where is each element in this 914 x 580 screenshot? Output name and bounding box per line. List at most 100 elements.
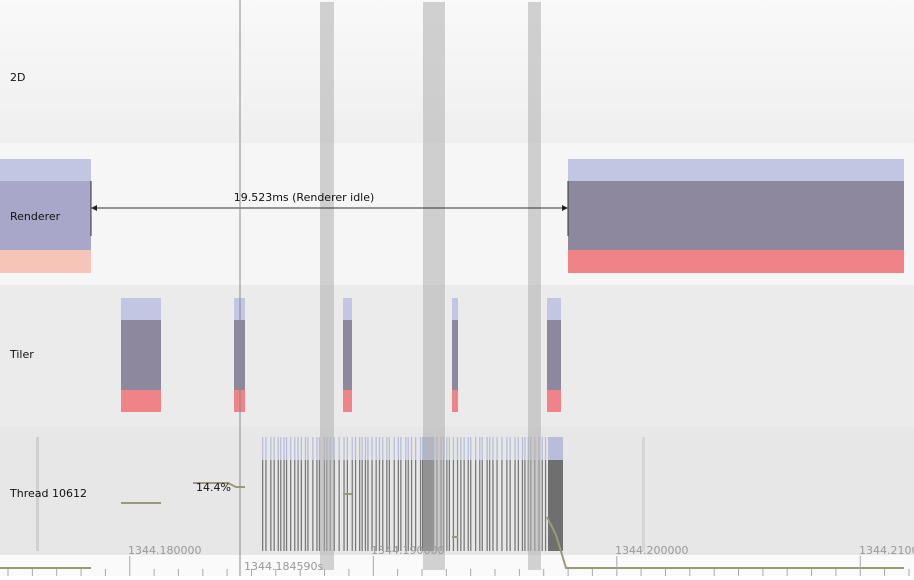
stripe bbox=[307, 460, 309, 551]
tiler-mid bbox=[547, 320, 561, 390]
stripe-top bbox=[283, 437, 285, 460]
stripe bbox=[270, 460, 272, 551]
stripe-top bbox=[300, 437, 302, 460]
stripe-top bbox=[277, 437, 279, 460]
cpu-usage-line bbox=[0, 482, 904, 569]
stripe-top bbox=[492, 437, 494, 460]
stripe bbox=[316, 460, 318, 551]
tiler-bottom bbox=[452, 390, 458, 412]
stripe-top bbox=[307, 437, 309, 460]
stripe-top bbox=[400, 437, 402, 460]
stripe-top bbox=[382, 437, 384, 460]
stripe-top bbox=[496, 437, 498, 460]
tiler-top bbox=[343, 298, 352, 320]
stripe bbox=[452, 460, 455, 551]
stripe bbox=[517, 460, 519, 551]
stripe bbox=[448, 460, 450, 551]
stripe bbox=[481, 460, 483, 551]
tiler-top bbox=[547, 298, 561, 320]
stripe bbox=[393, 460, 395, 551]
idle-label: 19.523ms (Renderer idle) bbox=[234, 191, 375, 204]
stripe-top bbox=[456, 437, 459, 460]
stripe bbox=[354, 460, 357, 551]
stripe bbox=[541, 460, 543, 551]
stripe-top bbox=[343, 437, 345, 460]
stripe-top bbox=[393, 437, 395, 460]
axis-tick-label: 1344.200000 bbox=[615, 544, 688, 557]
stripe-top bbox=[415, 437, 417, 460]
stripe-top bbox=[452, 437, 455, 460]
stripe bbox=[283, 460, 285, 551]
stripe bbox=[521, 460, 524, 551]
stripe-top bbox=[460, 437, 462, 460]
stripe-top bbox=[285, 437, 288, 460]
stripe-top bbox=[470, 437, 472, 460]
stripe bbox=[407, 460, 409, 551]
tiler-bottom bbox=[343, 390, 352, 412]
stripe-top bbox=[541, 437, 543, 460]
stripe-top bbox=[463, 437, 465, 460]
stripe-top bbox=[407, 437, 409, 460]
stripe-top bbox=[371, 437, 373, 460]
stripe-top bbox=[479, 437, 481, 460]
stripe bbox=[509, 460, 511, 551]
cursor-time: 1344.184590s bbox=[244, 560, 323, 573]
stripe bbox=[501, 460, 503, 551]
stripe bbox=[386, 460, 388, 551]
stripe-top bbox=[354, 437, 357, 460]
stripe-top bbox=[346, 437, 348, 460]
stripe-top bbox=[280, 437, 282, 460]
track-label: 2D bbox=[10, 71, 25, 84]
stripe bbox=[375, 460, 377, 551]
tiler-top bbox=[452, 298, 458, 320]
stripe-top bbox=[316, 437, 318, 460]
stripe-top bbox=[270, 437, 272, 460]
axis-tick-label: 1344.180000 bbox=[128, 544, 201, 557]
stripe bbox=[338, 460, 340, 551]
stripe bbox=[496, 460, 498, 551]
stripe-top bbox=[397, 437, 399, 460]
stripe bbox=[446, 460, 448, 551]
stripe bbox=[290, 460, 292, 551]
tiler-mid bbox=[121, 320, 161, 390]
tiler-top bbox=[121, 298, 161, 320]
stripe bbox=[297, 460, 299, 551]
stripe-top bbox=[446, 437, 448, 460]
stripe-top bbox=[351, 437, 353, 460]
stripe bbox=[277, 460, 279, 551]
stripe-top bbox=[378, 437, 381, 460]
stripe bbox=[456, 460, 459, 551]
stripe-top bbox=[297, 437, 299, 460]
stripe bbox=[273, 460, 275, 551]
stripe bbox=[361, 460, 363, 551]
stripe-top bbox=[475, 437, 477, 460]
stripe bbox=[470, 460, 472, 551]
stripe-top bbox=[359, 437, 361, 460]
stripe bbox=[304, 460, 307, 551]
stripe-top bbox=[501, 437, 503, 460]
axis-ticks bbox=[7, 556, 910, 576]
renderer-blocks bbox=[0, 159, 904, 273]
stripe bbox=[492, 460, 494, 551]
stripe-top bbox=[312, 437, 314, 460]
stripe-top bbox=[386, 437, 388, 460]
stripe bbox=[378, 460, 381, 551]
tiler-bottom bbox=[121, 390, 161, 412]
stripe bbox=[400, 460, 402, 551]
stripe-top bbox=[388, 437, 390, 460]
stripe bbox=[463, 460, 465, 551]
stripe-top bbox=[290, 437, 292, 460]
stripe-top bbox=[375, 437, 377, 460]
stripe-top bbox=[506, 437, 508, 460]
stripe-top bbox=[514, 437, 516, 460]
axis-tick-label: 1344.190000 bbox=[371, 544, 444, 557]
stripe bbox=[333, 460, 335, 551]
stripe bbox=[300, 460, 302, 551]
stripe-top bbox=[410, 437, 413, 460]
track-label: Tiler bbox=[9, 348, 34, 361]
stripe-top bbox=[294, 437, 296, 460]
stripe-top bbox=[361, 437, 363, 460]
stripe bbox=[382, 460, 384, 551]
stripe bbox=[371, 460, 373, 551]
